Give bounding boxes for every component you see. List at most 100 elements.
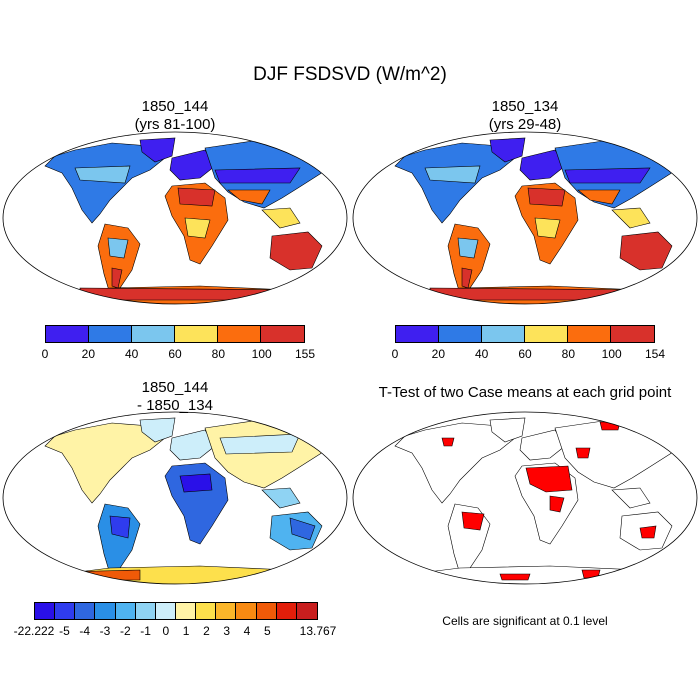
- map4-sig-9: [441, 437, 455, 447]
- cb3t-label-5: -1: [140, 624, 151, 638]
- cb3-swatch-4: [115, 603, 136, 619]
- cb1t-label-2: 40: [124, 347, 139, 361]
- colorbar-1850-144: [45, 325, 305, 343]
- cb3t-label-12: 13.767: [299, 624, 337, 638]
- map4-sig-8: [581, 569, 601, 579]
- cb1-swatch-5: [261, 326, 304, 342]
- cb3-swatch-11: [256, 603, 277, 619]
- cb1-swatch-4: [218, 326, 261, 342]
- map3-africa: [164, 462, 229, 545]
- map4-seasia: [611, 487, 651, 509]
- map4-sig-5: [575, 447, 591, 459]
- map1-band-1: [177, 187, 216, 207]
- cb2-swatch-0: [396, 326, 439, 342]
- panel4-title-line1: T-Test of two Case means at each grid po…: [378, 384, 672, 401]
- map1-band-6: [227, 189, 271, 205]
- map1-band-0: [74, 165, 131, 184]
- significance-note: Cells are significant at 0.1 level: [442, 614, 608, 628]
- map3-antarctica: [44, 565, 322, 584]
- colorbar-1850-134: [395, 325, 655, 343]
- cb3t-label-11: 5: [263, 624, 271, 638]
- cb3t-label-8: 2: [203, 624, 210, 638]
- figure-title: DJF FSDSVD (W/m^2): [253, 64, 447, 85]
- panel1-title-line2: (yrs 81-100): [134, 116, 216, 133]
- cb2-swatch-5: [611, 326, 654, 342]
- map2-band-6: [577, 189, 621, 205]
- colorbar-1850-134-ticks: 0 20 40 60 80 100 154: [391, 347, 665, 363]
- map1-land-group: [44, 137, 343, 304]
- panel1-title: 1850_144 (yrs 81-100): [75, 98, 275, 134]
- panel4-title: T-Test of two Case means at each grid po…: [350, 384, 700, 402]
- cb2t-label-0: 0: [391, 347, 399, 361]
- cb1t-label-5: 100: [251, 347, 272, 361]
- map4-antarctica: [394, 565, 672, 584]
- map1-band-5: [214, 167, 301, 184]
- panel2-title-line2: (yrs 29-48): [488, 116, 562, 133]
- cb2t-label-6: 154: [644, 347, 666, 361]
- map2-europe: [519, 149, 566, 181]
- map1-europe: [169, 149, 216, 181]
- map2-band-3: [457, 237, 479, 259]
- panel3-title-line2: - 1850_134: [137, 397, 213, 414]
- cb2t-label-4: 80: [561, 347, 576, 361]
- cb2t-label-1: 20: [431, 347, 446, 361]
- map3-band-2: [289, 517, 316, 541]
- map-panel-1850-144: [2, 131, 348, 305]
- map1-map-border: [2, 131, 348, 305]
- cb2-swatch-1: [439, 326, 482, 342]
- map2-map-border: [352, 131, 698, 305]
- cb3-swatch-10: [236, 603, 257, 619]
- map2-band-0: [424, 165, 481, 184]
- cb3t-label-2: -4: [79, 624, 91, 638]
- map1-band-3: [107, 237, 129, 259]
- map4-europe: [519, 429, 566, 461]
- map3-asia: [204, 419, 343, 489]
- cb3-swatch-9: [216, 603, 237, 619]
- cb1-swatch-3: [175, 326, 218, 342]
- map3-greenland: [139, 417, 176, 443]
- panel3-title: 1850_144 - 1850_134: [75, 379, 275, 415]
- map3-band-0: [179, 473, 213, 493]
- cb3t-label-6: 0: [162, 624, 170, 638]
- map3-map-border: [2, 411, 348, 585]
- map-panel-difference: [2, 411, 348, 585]
- cb2t-label-3: 60: [518, 347, 532, 361]
- cb1t-label-4: 80: [211, 347, 226, 361]
- cb3-swatch-13: [296, 603, 317, 619]
- panel2-title-line1: 1850_134: [491, 98, 559, 115]
- map4-sig-1: [461, 511, 485, 531]
- cb3-swatch-3: [95, 603, 116, 619]
- map2-band-4: [461, 267, 473, 289]
- colorbar-difference-ticks: -22.222 -5 -4 -3 -2 -1 0 1 2 3 4 5 13.767: [14, 624, 337, 640]
- colorbar-1850-144-ticks: 0 20 40 60 80 100 155: [41, 347, 315, 363]
- map-panel-ttest: [352, 411, 698, 585]
- cb3-swatch-0: [35, 603, 56, 619]
- cb3-swatch-6: [155, 603, 176, 619]
- map3-band-3: [219, 433, 301, 455]
- cb3-swatch-8: [196, 603, 217, 619]
- map3-land-group: [44, 417, 343, 584]
- cb3t-label-1: -5: [59, 624, 70, 638]
- cb1t-label-0: 0: [41, 347, 49, 361]
- map1-australia: [269, 231, 323, 271]
- cb1t-label-6: 155: [294, 347, 316, 361]
- cb1-swatch-1: [89, 326, 132, 342]
- cb3t-label-0: -22.222: [13, 624, 55, 638]
- map2-australia: [619, 231, 673, 271]
- map3-europe: [169, 429, 216, 461]
- cb2-swatch-2: [482, 326, 525, 342]
- map1-greenland: [139, 137, 176, 163]
- cb3t-label-9: 3: [223, 624, 231, 638]
- cb3-swatch-2: [75, 603, 96, 619]
- panel1-title-line1: 1850_144: [141, 98, 209, 115]
- cb3t-label-4: -2: [119, 624, 131, 638]
- map4-sig-4: [649, 429, 669, 439]
- cb3t-label-10: 4: [243, 624, 251, 638]
- map3-samerica: [97, 503, 141, 575]
- map4-map-border: [352, 411, 698, 585]
- cb1t-label-1: 20: [81, 347, 96, 361]
- cb3-swatch-5: [135, 603, 156, 619]
- map1-seasia: [261, 207, 301, 229]
- map4-sig-2: [549, 495, 565, 513]
- map4-sig-0: [525, 465, 573, 493]
